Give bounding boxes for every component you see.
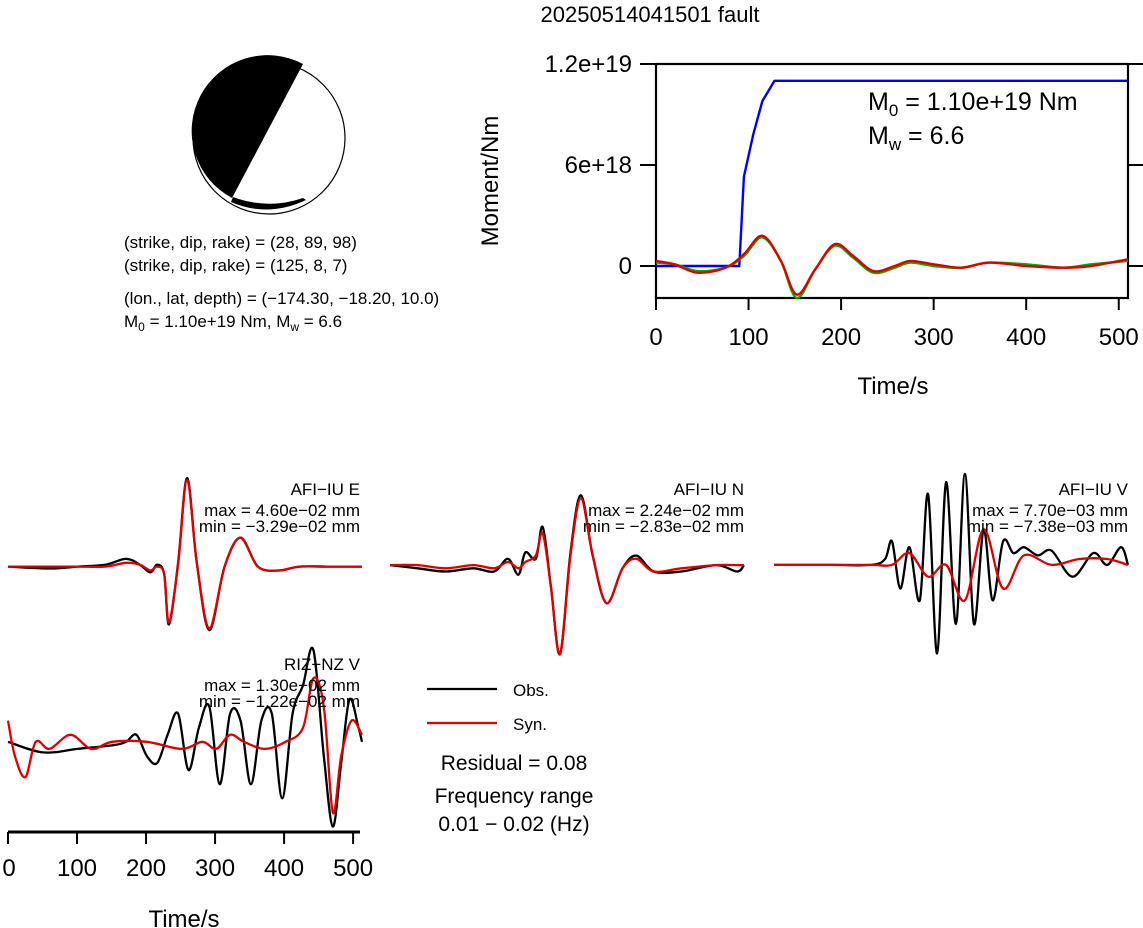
moment-mw-label: Mw = 6.6 bbox=[868, 122, 964, 154]
panel-station-label: AFI−IU E bbox=[291, 480, 360, 499]
panel-max-label: max = 1.30e−02 mm bbox=[204, 676, 360, 695]
panel-max-label: max = 7.70e−03 mm bbox=[972, 501, 1128, 520]
moment-ytick-label: 6e+18 bbox=[565, 152, 632, 179]
synthetic-trace bbox=[389, 497, 744, 656]
moment-summary-text: M0 = 1.10e+19 Nm, Mw = 6.6 bbox=[124, 312, 342, 334]
location-text: (lon., lat, depth) = (−174.30, −18.20, 1… bbox=[124, 289, 439, 308]
plane2-text: (strike, dip, rake) = (125, 8, 7) bbox=[124, 256, 347, 275]
moment-ylabel: Moment/Nm bbox=[477, 116, 504, 247]
waveform-time-axis: 0 100 200 300 400 500 bbox=[2, 830, 373, 882]
moment-summary-mw: = 6.6 bbox=[299, 312, 342, 331]
moment-summary-m: M bbox=[124, 312, 138, 331]
waveform-xtick-label: 500 bbox=[333, 855, 373, 882]
moment-ytick-label: 1.2e+19 bbox=[545, 51, 632, 78]
panel-min-label: min = −1.22e−02 mm bbox=[199, 692, 360, 711]
synthetic-trace bbox=[6, 676, 364, 815]
waveform-xlabel: Time/s bbox=[148, 906, 219, 928]
panel-max-label: max = 4.60e−02 mm bbox=[204, 501, 360, 520]
beachball-icon bbox=[191, 55, 346, 215]
moment-m0-sub: 0 bbox=[889, 101, 898, 120]
observed-trace bbox=[774, 472, 1130, 655]
panel-min-label: min = −7.38e−03 mm bbox=[967, 517, 1128, 536]
observed-trace bbox=[7, 646, 364, 828]
moment-xtick-label: 400 bbox=[1006, 324, 1046, 351]
legend-syn-label: Syn. bbox=[513, 715, 547, 734]
moment-series-2 bbox=[655, 234, 1129, 296]
legend-obs-label: Obs. bbox=[513, 681, 549, 700]
moment-summary-subw: w bbox=[289, 320, 299, 334]
moment-m0-label: M0 = 1.10e+19 Nm bbox=[868, 88, 1078, 120]
waveform-xtick-label: 0 bbox=[2, 855, 15, 882]
waveform-xtick-label: 100 bbox=[57, 855, 97, 882]
synthetic-trace bbox=[8, 478, 362, 630]
moment-mw-sub: w bbox=[888, 135, 902, 154]
plane1-text: (strike, dip, rake) = (28, 89, 98) bbox=[124, 233, 357, 252]
moment-m0-value: = 1.10e+19 Nm bbox=[898, 88, 1077, 116]
moment-mw-m: M bbox=[868, 122, 889, 150]
moment-summary-sub0: 0 bbox=[138, 320, 145, 334]
moment-xtick-label: 300 bbox=[914, 324, 954, 351]
panel-station-label: RIZ−NZ V bbox=[284, 655, 361, 674]
frequency-value: 0.01 − 0.02 (Hz) bbox=[438, 813, 589, 836]
residual-text: Residual = 0.08 bbox=[441, 752, 588, 775]
synthetic-trace bbox=[774, 528, 1129, 602]
waveform-xtick-label: 200 bbox=[126, 855, 166, 882]
moment-xtick-label: 100 bbox=[729, 324, 769, 351]
panel-max-label: max = 2.24e−02 mm bbox=[588, 501, 744, 520]
moment-ytick-label: 0 bbox=[619, 253, 632, 280]
moment-xtick-label: 500 bbox=[1099, 324, 1139, 351]
panel-min-label: min = −2.83e−02 mm bbox=[583, 517, 744, 536]
figure-title: 20250514041501 fault bbox=[541, 2, 760, 27]
panel-min-label: min = −3.29e−02 mm bbox=[199, 517, 360, 536]
panel-station-label: AFI−IU N bbox=[674, 480, 744, 499]
legend: Obs. Syn. Residual = 0.08 Frequency rang… bbox=[427, 681, 593, 836]
moment-xtick-label: 200 bbox=[821, 324, 861, 351]
moment-xtick-label: 0 bbox=[649, 324, 662, 351]
moment-series-0 bbox=[656, 79, 1128, 268]
moment-plot-frame bbox=[654, 62, 1130, 300]
frequency-label: Frequency range bbox=[435, 785, 594, 808]
panel-station-label: AFI−IU V bbox=[1059, 480, 1129, 499]
moment-summary-value: = 1.10e+19 Nm, M bbox=[145, 312, 291, 331]
waveform-xtick-label: 400 bbox=[264, 855, 304, 882]
waveform-xtick-label: 300 bbox=[195, 855, 235, 882]
moment-mw-value: = 6.6 bbox=[901, 122, 964, 150]
moment-m0-m: M bbox=[868, 88, 889, 116]
moment-xlabel: Time/s bbox=[857, 373, 928, 400]
